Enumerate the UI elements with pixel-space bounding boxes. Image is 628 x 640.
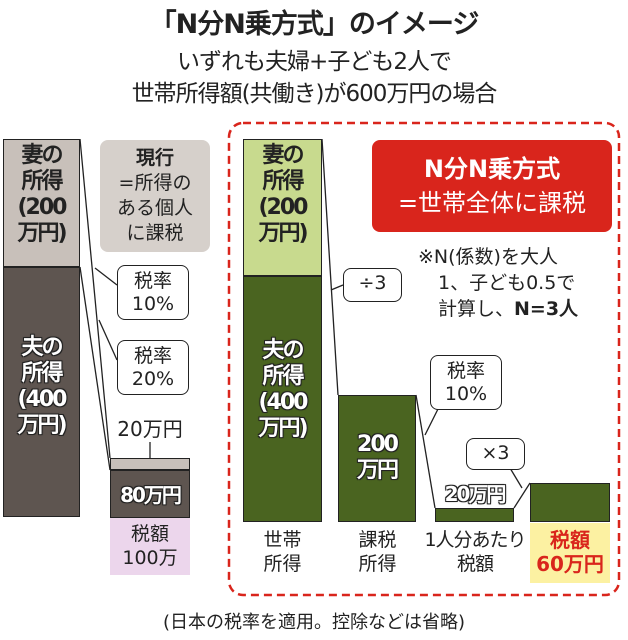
divide-bubble: ÷3 [343,268,402,302]
box-title: 現行 [135,147,174,169]
box-line: ある個人 [116,197,193,219]
subtitle-2: 世帯所得額(共働き)が600万円の場合 [131,81,498,107]
per-person-tax-bar [435,508,514,522]
wife-income-bar [3,139,80,267]
husband-income-bar-n [243,276,322,522]
title: 「N分N乗方式」のイメージ [149,9,480,40]
label: (200 [17,195,68,220]
rate-bubble-20: 税率 20% [117,340,189,395]
label: 妻の [21,143,63,168]
box-line: =所得の [118,172,192,194]
note: ※N(係数)を大人 1、子ども0.5で 計算し、N=3人 [418,246,579,320]
taxable-income-bar [338,395,416,522]
husband-tax-bar [110,470,190,518]
label: 万円) [17,221,67,246]
wife-tax-bar [110,458,190,470]
rate-bubble-10: 税率 10% [117,265,189,320]
label: 所得 [21,361,63,386]
current-total-tax: 税額 100万 [110,518,190,575]
box-line: に課税 [126,222,184,244]
label: 夫の [21,335,63,360]
wife-income-bar-n [243,139,322,276]
label: 万円) [17,413,67,438]
tax-large-label: 80万円 [120,483,182,507]
multiply-bubble: ×3 [466,438,525,470]
subtitle-1: いずれも夫婦+子ども2人で [177,49,452,75]
nbunn-total-tax: 税額 60万円 [530,523,610,583]
label: 所得 [21,169,63,194]
per-person-tax-label: 20万円 [444,482,507,506]
husband-income-bar [3,267,80,517]
nbunn-title-box: N分N乗方式 =世帯全体に課税 [372,140,612,232]
current-system-box: 現行 =所得の ある個人 に課税 [100,140,210,252]
footnote: (日本の税率を適用。控除などは省略) [162,612,466,633]
total-tax-bar-n [530,483,610,522]
label-household-income: 世帯 所得 [263,529,302,575]
rate-bubble-n: 税率 10% [430,355,502,410]
tax-small-label: 20万円 [117,417,183,441]
label-taxable-income: 課税 所得 [358,529,397,575]
label: (400 [17,387,68,412]
label-per-person-tax: 1人分あたり 税額 [424,529,526,575]
